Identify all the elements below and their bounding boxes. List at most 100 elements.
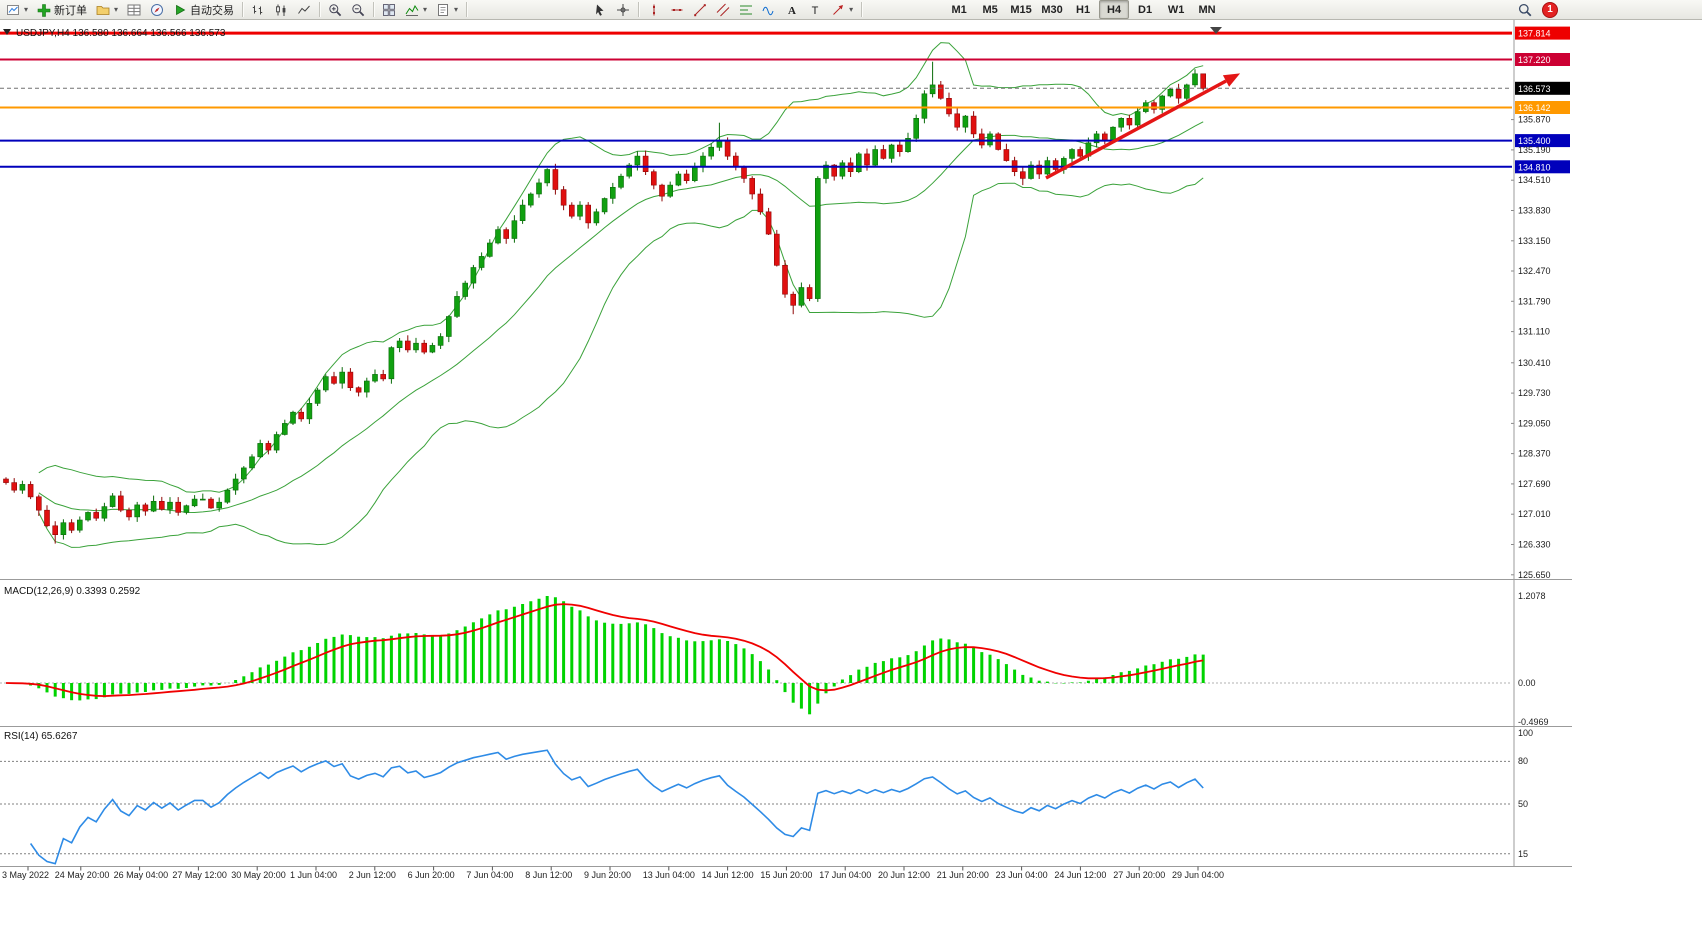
new-chart-button[interactable]: ▾: [2, 0, 32, 19]
tf-m5-button[interactable]: M5: [975, 0, 1005, 19]
crosshair-button[interactable]: [612, 0, 634, 19]
price-label: 131.110: [1518, 327, 1550, 337]
candle-body: [905, 138, 911, 153]
button-label: 自动交易: [190, 4, 235, 17]
candlestick-chart-button[interactable]: [270, 0, 292, 19]
group-chart-types: [247, 0, 315, 19]
candle-body: [921, 93, 928, 119]
market-watch-button[interactable]: [123, 0, 145, 19]
crosshair-icon: [616, 3, 630, 17]
candle-body: [35, 496, 42, 511]
button-label: M15: [1010, 3, 1032, 16]
candle-body: [503, 229, 510, 239]
trendline-button[interactable]: [689, 0, 711, 19]
candle-body: [839, 162, 846, 177]
tf-w1-button[interactable]: W1: [1161, 0, 1191, 19]
profiles-button[interactable]: ▾: [92, 0, 122, 19]
candle-body: [773, 233, 780, 266]
tf-d1-button[interactable]: D1: [1130, 0, 1160, 19]
candle-body: [929, 84, 936, 95]
zoom-out-button[interactable]: [347, 0, 369, 19]
dropdown-caret-icon[interactable]: ▾: [454, 5, 459, 14]
candle-body: [609, 187, 616, 199]
bar-chart-button[interactable]: [247, 0, 269, 19]
dropdown-caret-icon[interactable]: ▾: [849, 5, 854, 14]
candle-body: [380, 374, 387, 380]
button-label: M30: [1041, 3, 1063, 16]
candle-body: [1175, 89, 1182, 99]
horizontal-line-button[interactable]: [666, 0, 688, 19]
chart-shift-marker[interactable]: [1210, 27, 1222, 34]
navigator-button[interactable]: [146, 0, 168, 19]
cursor-button[interactable]: [589, 0, 611, 19]
candle-body: [404, 340, 411, 351]
vertical-line-button[interactable]: [643, 0, 665, 19]
fibonacci-retracement-button[interactable]: [735, 0, 757, 19]
toolbar-separator: [466, 2, 468, 17]
tf-m30-button[interactable]: M30: [1037, 0, 1067, 19]
candle-body: [732, 155, 739, 168]
candle-body: [200, 498, 206, 501]
tline-icon: [693, 3, 707, 17]
candle-body: [183, 505, 190, 513]
group-timeframes: M1 M5 M15 M30 H1 H4 D1 W1 MN: [944, 0, 1222, 19]
candle-body: [782, 265, 788, 295]
tf-m15-button[interactable]: M15: [1006, 0, 1036, 19]
tf-mn-button[interactable]: MN: [1192, 0, 1222, 19]
time-label: 20 Jun 12:00: [878, 870, 930, 880]
trend-arrow-head[interactable]: [1222, 73, 1241, 87]
candle-body: [716, 140, 723, 148]
folder-icon: [96, 3, 110, 17]
rsi-level-15: 15: [1518, 849, 1528, 859]
macd-scale-max: 1.2078: [1518, 591, 1546, 601]
line-chart-button[interactable]: [293, 0, 315, 19]
search-button[interactable]: [1514, 1, 1536, 20]
text-label-button[interactable]: T: [804, 0, 826, 19]
dropdown-caret-icon[interactable]: ▾: [423, 5, 428, 14]
macd-label: MACD(12,26,9) 0.3393 0.2592: [4, 586, 141, 597]
candle-body: [208, 498, 214, 509]
text-button[interactable]: A: [781, 0, 803, 19]
notification-badge[interactable]: 1: [1542, 2, 1558, 18]
candle-body: [1003, 149, 1010, 161]
templates-button[interactable]: ▾: [432, 0, 462, 19]
trend-arrow[interactable]: [1045, 79, 1227, 180]
tf-m1-button[interactable]: M1: [944, 0, 974, 19]
candle-body: [1093, 133, 1100, 144]
grid-icon: [127, 3, 141, 17]
candle-body: [372, 374, 378, 382]
equidistant-channel-button[interactable]: [712, 0, 734, 19]
candle-body: [232, 478, 239, 491]
tf-h1-button[interactable]: H1: [1068, 0, 1098, 19]
time-label: 24 Jun 12:00: [1054, 870, 1106, 880]
time-label: 2 Jun 12:00: [349, 870, 396, 880]
tile-windows-button[interactable]: [378, 0, 400, 19]
candle-body: [85, 512, 91, 521]
candles-icon: [274, 3, 288, 17]
indicators-button[interactable]: ▾: [401, 0, 431, 19]
candle-body: [52, 525, 59, 535]
dropdown-caret-icon[interactable]: ▾: [114, 5, 119, 14]
autotrading-button[interactable]: 自动交易: [169, 0, 238, 19]
candle-body: [77, 519, 83, 531]
cycle-lines-button[interactable]: [758, 0, 780, 19]
zoom-in-button[interactable]: [324, 0, 346, 19]
price-tag-136.573: [1515, 81, 1570, 95]
one-click-trading-toggle[interactable]: [3, 29, 11, 35]
candle-body: [1102, 133, 1108, 141]
candle-body: [667, 184, 674, 197]
macd-signal-line: [5, 603, 1204, 698]
vline-icon: [647, 3, 661, 17]
time-label: 26 May 04:00: [114, 870, 169, 880]
chart-canvas[interactable]: 137.814 137.220 136.573 136.142 135.400 134.8…: [0, 20, 1702, 943]
price-tag-136.142: [1515, 101, 1570, 114]
arrows-button[interactable]: ▾: [827, 0, 857, 19]
new-order-button[interactable]: 新订单: [33, 0, 91, 19]
candle-body: [134, 504, 140, 518]
candle-body: [511, 220, 518, 239]
price-tag-label: 137.814: [1518, 29, 1551, 39]
tf-h4-button[interactable]: H4: [1099, 0, 1130, 19]
price-tag-label: 136.142: [1518, 103, 1551, 113]
dropdown-caret-icon[interactable]: ▾: [24, 5, 29, 14]
candle-body: [355, 387, 362, 393]
